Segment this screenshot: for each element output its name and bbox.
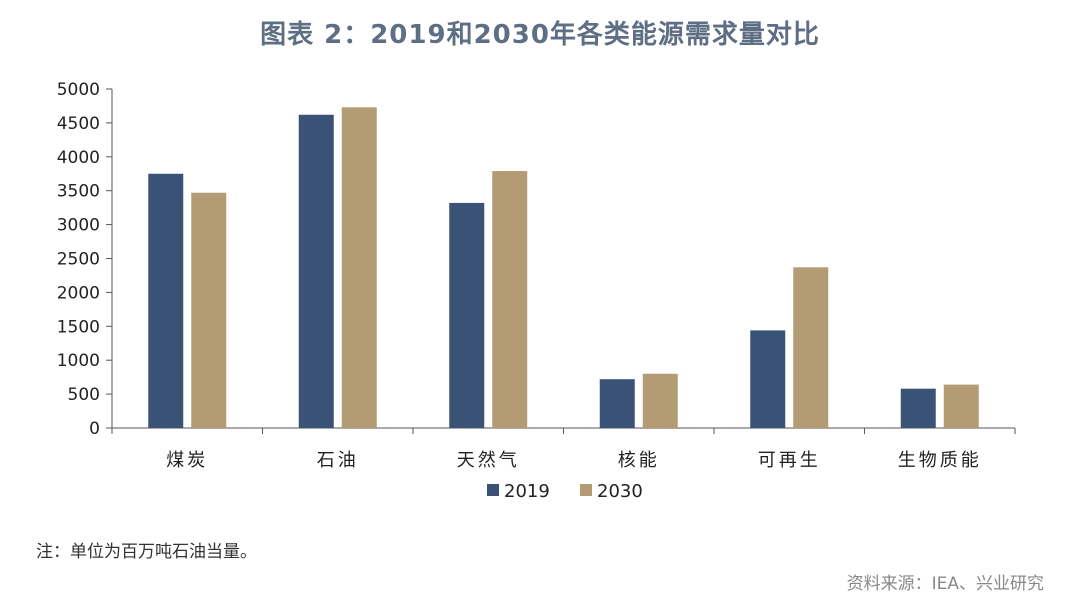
legend: 2019 2030 xyxy=(487,481,643,502)
category-label: 核能 xyxy=(618,450,660,471)
bar-2019-核能 xyxy=(599,379,635,428)
bar-2019-可再生 xyxy=(750,330,786,428)
source-note: 资料来源：IEA、兴业研究 xyxy=(846,574,1044,594)
bar-2030-煤炭 xyxy=(191,192,227,428)
category-label: 石油 xyxy=(317,450,359,471)
category-label: 可再生 xyxy=(758,450,821,471)
y-tick-label: 5000 xyxy=(57,80,100,100)
bars xyxy=(148,107,979,428)
bar-2019-石油 xyxy=(298,114,334,428)
bar-2030-石油 xyxy=(341,107,377,428)
category-label: 天然气 xyxy=(457,450,520,471)
y-tick-label: 3000 xyxy=(57,216,100,236)
bar-2030-生物质能 xyxy=(943,384,979,428)
x-axis: 煤炭 石油 天然气 核能 可再生 生物质能 xyxy=(111,427,1016,471)
y-tick-label: 4000 xyxy=(57,148,100,168)
category-label: 生物质能 xyxy=(898,450,982,471)
y-tick-label: 1000 xyxy=(57,351,100,371)
y-tick-label: 500 xyxy=(68,385,100,405)
bar-2030-天然气 xyxy=(492,171,528,428)
y-axis: 0 500 1000 1500 2000 2500 3000 3500 4000 4500 5000 xyxy=(57,80,113,439)
category-label: 煤炭 xyxy=(166,450,208,471)
bar-2019-煤炭 xyxy=(148,173,184,428)
unit-note: 注：单位为百万吨石油当量。 xyxy=(36,542,257,562)
legend-swatch-2030 xyxy=(580,484,592,496)
y-tick-label: 4500 xyxy=(57,114,100,134)
bar-2030-可再生 xyxy=(793,267,829,428)
bar-2030-核能 xyxy=(642,373,678,428)
y-tick-label: 0 xyxy=(89,419,100,439)
legend-label: 2019 xyxy=(504,481,550,502)
y-tick-label: 1500 xyxy=(57,317,100,337)
bar-2019-天然气 xyxy=(449,202,485,428)
bar-2019-生物质能 xyxy=(900,388,936,428)
legend-label: 2030 xyxy=(597,481,643,502)
y-tick-label: 2500 xyxy=(57,250,100,270)
chart-title: 图表 2：2019和2030年各类能源需求量对比 xyxy=(260,20,820,50)
y-tick-label: 3500 xyxy=(57,182,100,202)
y-tick-label: 2000 xyxy=(57,283,100,303)
legend-swatch-2019 xyxy=(487,484,499,496)
